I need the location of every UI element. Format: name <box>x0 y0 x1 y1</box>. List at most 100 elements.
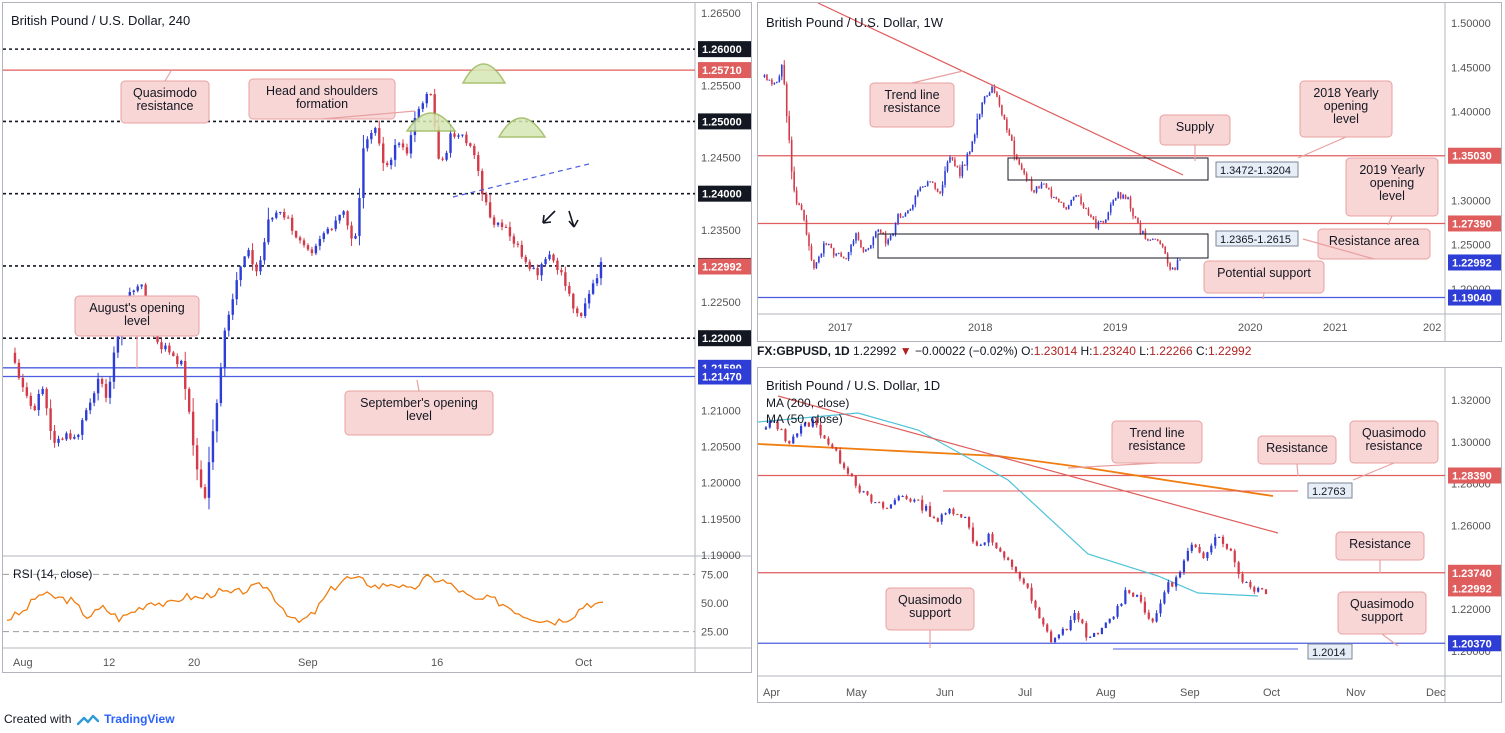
1d-candle <box>1050 631 1053 643</box>
1d-candle <box>1108 618 1111 623</box>
4h-annotation-text: formation <box>296 97 348 111</box>
price-tick-label: 1.40000 <box>1451 107 1491 119</box>
chart-1d-svg[interactable]: 1.320001.300001.280001.260001.220001.200… <box>758 368 1502 703</box>
4h-annotation-text: Head and shoulders <box>266 84 378 98</box>
4h-candle <box>53 430 56 443</box>
1w-candle <box>877 229 880 232</box>
1d-price-badge-label: 1.22992 <box>1452 583 1492 595</box>
1d-candle <box>831 444 834 448</box>
1d-candle <box>1112 616 1115 619</box>
1w-candle <box>1132 208 1134 217</box>
1w-candle <box>919 187 922 192</box>
trend-line-resistance <box>777 395 1279 534</box>
4h-candle <box>374 128 377 134</box>
1d-candle <box>1073 612 1076 621</box>
time-tick-label: 16 <box>431 657 443 669</box>
1d-candle <box>1116 605 1119 617</box>
down-triangle-icon: ▼ <box>899 344 912 358</box>
1w-candle <box>835 253 838 256</box>
4h-candle <box>477 155 480 171</box>
tradingview-brand: TradingView <box>104 712 175 726</box>
4h-candle <box>176 356 179 365</box>
1w-candle <box>1119 192 1122 199</box>
4h-price-badge-label: 1.25000 <box>702 116 742 128</box>
1d-annotation-pointer <box>1352 462 1395 481</box>
1d-candle <box>960 514 963 518</box>
4h-candle <box>405 147 409 154</box>
4h-candle <box>239 266 242 281</box>
4h-candle <box>100 378 104 384</box>
1w-candle <box>1085 208 1087 210</box>
1w-candle <box>993 86 996 93</box>
chart-1w-panel[interactable]: 1.500001.450001.400001.300001.250001.200… <box>757 2 1502 342</box>
high-label: H: <box>1080 344 1093 358</box>
rsi-tick-label: 75.00 <box>701 569 729 581</box>
down-arrow-icon <box>568 210 579 228</box>
1w-candle <box>1097 221 1100 229</box>
close-label: C: <box>1195 344 1208 358</box>
1w-candle <box>1171 267 1174 270</box>
1d-annotation-text: Resistance <box>1349 537 1411 551</box>
4h-candle <box>69 433 72 439</box>
4h-candle <box>389 159 393 166</box>
chart-4h-panel[interactable]: 1.26500 1.25500 1.24500 1.23500 1.22500 1.210… <box>2 2 752 673</box>
4h-candle <box>251 250 254 265</box>
4h-candle <box>461 134 464 136</box>
4h-candle <box>156 334 159 343</box>
1w-candle <box>790 140 793 172</box>
4h-candle <box>362 148 365 198</box>
1d-candle <box>967 516 971 528</box>
created-with-text: Created with <box>4 712 72 726</box>
price-tick-label: 1.32000 <box>1451 395 1491 407</box>
4h-annotation-pointer <box>164 70 172 82</box>
1d-candle <box>1100 627 1104 635</box>
1d-candle <box>1010 559 1014 567</box>
4h-candle <box>41 388 44 394</box>
price-tick-label: 1.25500 <box>701 80 741 92</box>
1w-candle <box>1080 196 1082 204</box>
4h-price-badge <box>698 185 751 202</box>
1d-candle <box>932 516 936 519</box>
chart-1d-panel[interactable]: 1.32000 1.30000 1.28000 1.26000 1.22000 1.200… <box>757 367 1502 703</box>
1d-candle <box>1030 587 1033 601</box>
4h-annotation-pointer <box>416 379 420 392</box>
1w-annotation-pointer <box>1262 292 1265 300</box>
4h-candle <box>136 286 139 291</box>
1d-candle <box>764 427 768 430</box>
4h-annotation-pointer <box>321 110 416 120</box>
4h-candle <box>366 139 369 149</box>
ma50-line <box>758 412 1259 597</box>
level-label-1-2014: 1.2014 <box>1312 647 1346 659</box>
1w-price-badge-label: 1.27390 <box>1452 218 1492 230</box>
4h-price-badge <box>698 113 751 130</box>
4h-price-badge-label: 1.21470 <box>702 372 742 384</box>
1w-candle <box>808 234 810 247</box>
4h-candle <box>283 211 286 218</box>
4h-candle <box>223 330 227 368</box>
chart-4h-svg[interactable]: 1.26500 1.25500 1.24500 1.23500 1.22500 1.210… <box>3 3 752 673</box>
4h-candle <box>484 194 488 203</box>
4h-candle <box>334 220 337 229</box>
price-tick-label: 1.30000 <box>1451 437 1491 449</box>
down-arrow-icon <box>542 210 556 224</box>
4h-candle <box>524 256 527 262</box>
1d-candle <box>991 533 994 543</box>
1w-candle <box>867 248 870 250</box>
1d-candle <box>846 467 850 474</box>
zone-label-box <box>1215 230 1299 247</box>
4h-price-badge <box>698 258 751 275</box>
1w-candle <box>1169 263 1171 270</box>
4h-candle <box>326 228 329 234</box>
chart-1w-svg[interactable]: 1.500001.450001.400001.300001.250001.200… <box>758 3 1502 342</box>
1w-price-badge-label: 1.19040 <box>1452 293 1492 305</box>
4h-candle <box>267 219 270 243</box>
1w-candle <box>1102 221 1105 223</box>
time-tick-label: 2017 <box>828 322 852 334</box>
time-tick-label: Nov <box>1346 687 1366 699</box>
4h-candle <box>116 336 120 353</box>
1w-candle <box>776 81 778 83</box>
4h-candle <box>445 152 448 160</box>
4h-annotation-text: level <box>124 314 150 328</box>
4h-candle <box>449 133 452 153</box>
4h-candle <box>286 217 290 219</box>
